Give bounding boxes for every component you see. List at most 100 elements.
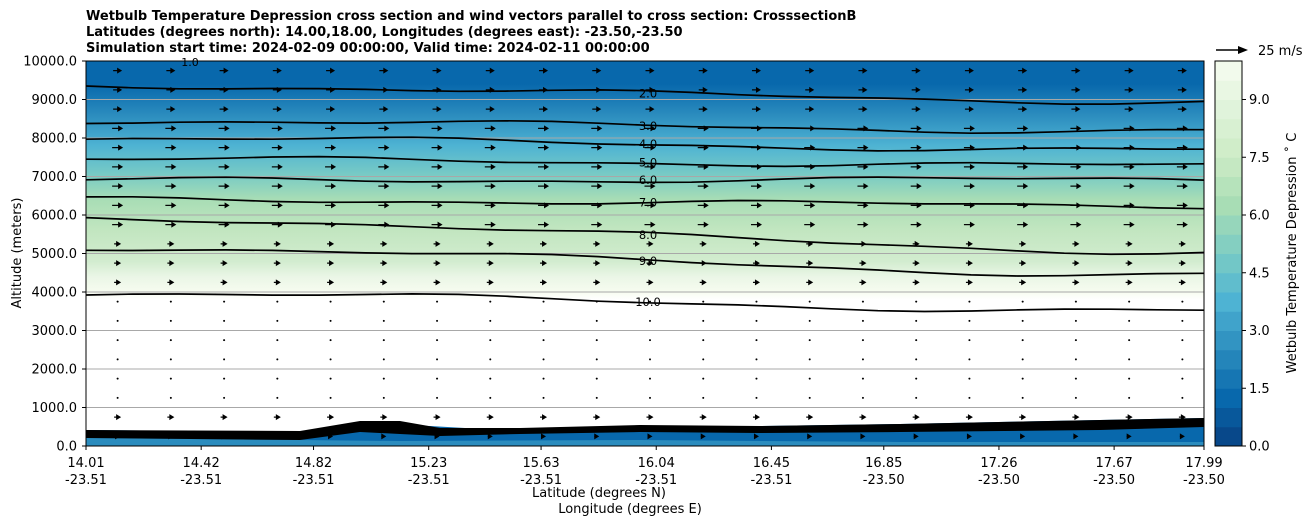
x-tick-label-lon: -23.51 (635, 473, 677, 488)
wind-vector-head (969, 163, 975, 170)
wind-vector (755, 319, 758, 322)
wind-vector-head (1129, 144, 1135, 151)
x-tick-label-lon: -23.50 (1093, 473, 1135, 488)
wind-vector-head (171, 144, 177, 151)
wind-vectors (112, 67, 1188, 440)
wind-vector-head (224, 125, 230, 132)
wind-vector (755, 358, 758, 361)
wind-vector-head (224, 144, 230, 151)
wind-vector-head (1129, 183, 1135, 190)
y-tick-label: 4000.0 (32, 286, 78, 301)
wind-vector (382, 377, 385, 380)
wind-vector (116, 377, 119, 380)
wind-vector-head (170, 67, 176, 74)
wind-vector (489, 339, 492, 342)
wind-vector (861, 358, 864, 361)
wind-vector-head (437, 163, 443, 170)
wind-vector-head (544, 202, 550, 209)
wind-vector-head (648, 279, 654, 286)
wind-vector-head (437, 221, 443, 228)
wind-vector-head (810, 202, 816, 209)
wind-vector-head (810, 221, 816, 228)
colorbar-label: Wetbulb Temperature Depression ˚ C (1284, 133, 1300, 374)
wind-vector-head (331, 202, 337, 209)
wind-vector-head (118, 221, 124, 228)
wind-vector-head (1020, 433, 1026, 440)
wind-vector-head (1076, 125, 1082, 132)
wind-vector (169, 319, 172, 322)
wind-key-label: 25 m/s (1258, 44, 1303, 59)
colorbar-band (1215, 388, 1242, 408)
wind-vector-head (384, 144, 390, 151)
wind-vector-head (437, 125, 443, 132)
wind-vector (861, 396, 864, 399)
wind-vector-head (967, 240, 973, 247)
colorbar-band (1215, 253, 1242, 274)
wind-vector-head (1076, 221, 1082, 228)
wind-vector-head (544, 125, 550, 132)
wind-vector-head (1181, 67, 1187, 74)
wind-vector-head (1076, 202, 1082, 209)
wind-vector-head (383, 86, 389, 93)
wind-vector (329, 358, 332, 361)
y-axis-label: Altitude (meters) (10, 198, 25, 309)
wind-vector-head (118, 163, 124, 170)
colorbar-band (1215, 138, 1242, 158)
wind-vector (649, 319, 651, 322)
wind-vector (436, 396, 439, 399)
wind-vector-head (1023, 202, 1029, 209)
wind-vector-head (329, 240, 335, 247)
wind-vector-head (914, 414, 920, 421)
wind-vector (223, 377, 226, 380)
contour-line (86, 293, 1204, 313)
wind-vector (1074, 377, 1077, 380)
colorbar-band (1215, 234, 1242, 254)
wind-vector-head (597, 125, 603, 132)
wind-vector (915, 300, 918, 303)
wind-vector-head (541, 433, 547, 440)
x-tick-label-lat: 14.82 (295, 456, 332, 471)
wind-vector (329, 339, 332, 342)
wind-vector-head (596, 67, 602, 74)
x-tick-label-lat: 14.01 (67, 456, 104, 471)
x-tick-label-lon: -23.51 (520, 473, 562, 488)
colorbar-band (1215, 118, 1242, 139)
wind-vector-head (383, 67, 389, 74)
wind-vector-head (436, 106, 442, 113)
wind-vector-head (968, 106, 974, 113)
contour-line (86, 176, 1204, 184)
wind-vector (1181, 377, 1184, 380)
title-line-3: Simulation start time: 2024-02-09 00:00:… (86, 41, 650, 56)
wind-vector (649, 358, 651, 361)
wind-vector-head (169, 240, 175, 247)
wind-vector-head (1182, 144, 1188, 151)
contour-label: 2.0 (639, 87, 657, 101)
wind-vector (542, 300, 545, 303)
wind-vector (1074, 339, 1077, 342)
wind-vector-head (488, 414, 494, 421)
x-tick-label-lon: -23.51 (180, 473, 222, 488)
wind-vector-head (331, 125, 337, 132)
wind-vector (542, 339, 545, 342)
wind-vector-head (1075, 106, 1081, 113)
wind-vector-head (862, 67, 868, 74)
wind-vector-head (1076, 144, 1082, 151)
wind-vector (861, 300, 864, 303)
wind-vector-head (384, 221, 390, 228)
wind-vector-head (222, 279, 228, 286)
wind-vector (436, 300, 439, 303)
wind-vector-head (595, 240, 601, 247)
wind-vector-head (650, 221, 656, 228)
wind-vector-head (648, 240, 654, 247)
wind-vector-head (437, 144, 443, 151)
colorbar-band (1215, 330, 1242, 351)
wind-vector-head (647, 433, 653, 440)
wind-vector (382, 300, 385, 303)
wind-vector (861, 319, 864, 322)
wind-vector (1181, 300, 1184, 303)
wind-vector-head (171, 221, 177, 228)
wind-vector-head (809, 67, 815, 74)
wind-key-arrow-icon (1238, 46, 1248, 54)
wind-vector-head (224, 163, 230, 170)
wind-vector (1074, 358, 1077, 361)
